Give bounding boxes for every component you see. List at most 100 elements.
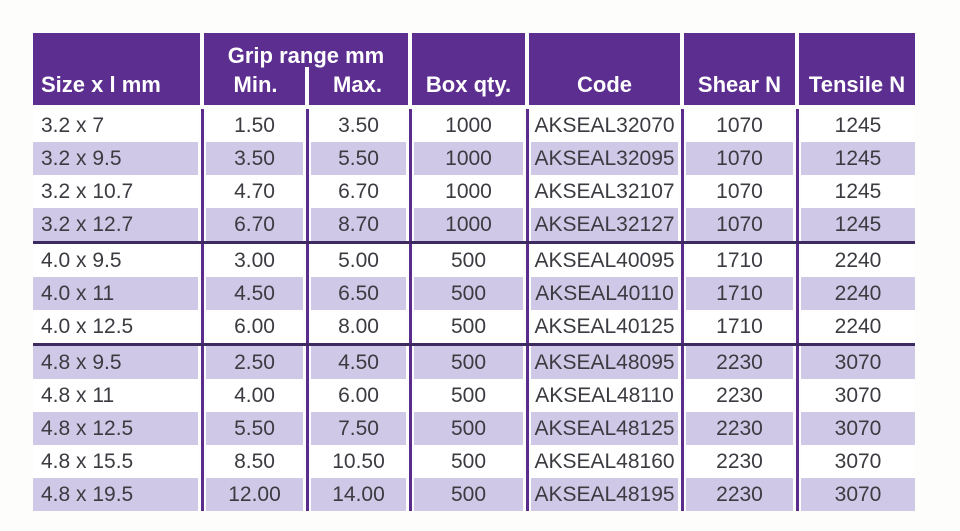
cell-tensile: 1245 <box>801 109 915 142</box>
cell-tensile: 3070 <box>801 412 915 445</box>
cell-shear: 1070 <box>686 208 793 241</box>
cell-shear: 1710 <box>686 277 793 310</box>
cell-shear: 2230 <box>686 379 793 412</box>
cell-size: 4.0 x 11 <box>33 277 198 310</box>
table-body: 3.2 x 7 1.50 3.50 1000 AKSEAL32070 1070 1245 3.… <box>33 109 915 511</box>
cell-grip-min: 8.50 <box>206 445 303 478</box>
cell-grip-max: 6.50 <box>311 277 406 310</box>
group-separator <box>33 343 915 346</box>
cell-grip-min: 3.00 <box>206 244 303 277</box>
header-tensile: Tensile N <box>799 33 915 105</box>
cell-shear: 1710 <box>686 310 793 343</box>
cell-tensile: 1245 <box>801 208 915 241</box>
header-grip-range: Grip range mm Min. Max. <box>204 33 408 105</box>
cell-box-qty: 1000 <box>414 142 523 175</box>
column-line <box>409 109 412 511</box>
header-tensile-label: Tensile N <box>808 72 906 97</box>
cell-code: AKSEAL48125 <box>531 412 678 445</box>
cell-box-qty: 500 <box>414 478 523 511</box>
header-shear: Shear N <box>684 33 795 105</box>
cell-grip-max: 7.50 <box>311 412 406 445</box>
cell-size: 3.2 x 12.7 <box>33 208 198 241</box>
header-grip-max-label: Max. <box>333 72 382 97</box>
cell-tensile: 2240 <box>801 277 915 310</box>
cell-tensile: 2240 <box>801 244 915 277</box>
cell-size: 4.8 x 11 <box>33 379 198 412</box>
cell-size: 4.8 x 12.5 <box>33 412 198 445</box>
cell-grip-max: 5.50 <box>311 142 406 175</box>
cell-box-qty: 500 <box>414 244 523 277</box>
cell-box-qty: 1000 <box>414 175 523 208</box>
cell-tensile: 3070 <box>801 379 915 412</box>
cell-shear: 2230 <box>686 478 793 511</box>
cell-grip-max: 5.00 <box>311 244 406 277</box>
header-size: Size x l mm <box>33 33 200 105</box>
cell-code: AKSEAL40125 <box>531 310 678 343</box>
header-grip-subrow: Min. Max. <box>204 69 408 105</box>
cell-code: AKSEAL40110 <box>531 277 678 310</box>
cell-grip-max: 14.00 <box>311 478 406 511</box>
table-row: 4.8 x 9.5 2.50 4.50 500 AKSEAL48095 2230 3070 <box>33 346 915 379</box>
table-row: 3.2 x 10.7 4.70 6.70 1000 AKSEAL32107 1070 124… <box>33 175 915 208</box>
cell-grip-min: 1.50 <box>206 109 303 142</box>
table-row: 3.2 x 7 1.50 3.50 1000 AKSEAL32070 1070 1245 <box>33 109 915 142</box>
cell-grip-max: 6.70 <box>311 175 406 208</box>
column-line <box>526 109 529 511</box>
cell-box-qty: 500 <box>414 277 523 310</box>
cell-code: AKSEAL48110 <box>531 379 678 412</box>
cell-grip-max: 4.50 <box>311 346 406 379</box>
cell-tensile: 2240 <box>801 310 915 343</box>
cell-box-qty: 500 <box>414 310 523 343</box>
column-line <box>306 109 309 511</box>
cell-grip-max: 8.70 <box>311 208 406 241</box>
cell-tensile: 3070 <box>801 478 915 511</box>
cell-size: 4.0 x 9.5 <box>33 244 198 277</box>
cell-size: 4.0 x 12.5 <box>33 310 198 343</box>
cell-code: AKSEAL32095 <box>531 142 678 175</box>
cell-size: 3.2 x 10.7 <box>33 175 198 208</box>
table-row: 3.2 x 12.7 6.70 8.70 1000 AKSEAL32127 1070 124… <box>33 208 915 241</box>
header-grip-min-label: Min. <box>233 72 278 97</box>
header-code: Code <box>529 33 680 105</box>
table-row: 4.8 x 12.5 5.50 7.50 500 AKSEAL48125 2230 3070 <box>33 412 915 445</box>
cell-box-qty: 1000 <box>414 109 523 142</box>
cell-code: AKSEAL32070 <box>531 109 678 142</box>
header-box-qty: Box qty. <box>412 33 525 105</box>
cell-box-qty: 500 <box>414 445 523 478</box>
cell-grip-min: 5.50 <box>206 412 303 445</box>
cell-shear: 1070 <box>686 142 793 175</box>
cell-shear: 2230 <box>686 346 793 379</box>
cell-box-qty: 500 <box>414 346 523 379</box>
column-line <box>201 109 204 511</box>
column-line <box>796 109 799 511</box>
cell-box-qty: 500 <box>414 412 523 445</box>
cell-box-qty: 1000 <box>414 208 523 241</box>
cell-grip-max: 3.50 <box>311 109 406 142</box>
table-row: 4.0 x 11 4.50 6.50 500 AKSEAL40110 1710 2240 <box>33 277 915 310</box>
cell-code: AKSEAL32127 <box>531 208 678 241</box>
cell-size: 4.8 x 15.5 <box>33 445 198 478</box>
cell-grip-min: 12.00 <box>206 478 303 511</box>
header-shear-label: Shear N <box>697 72 782 97</box>
column-line <box>681 109 684 511</box>
cell-grip-min: 4.50 <box>206 277 303 310</box>
min-max-divider <box>305 67 309 105</box>
table-row: 4.8 x 11 4.00 6.00 500 AKSEAL48110 2230 3070 <box>33 379 915 412</box>
cell-grip-max: 6.00 <box>311 379 406 412</box>
table-row: 4.8 x 15.5 8.50 10.50 500 AKSEAL48160 2230 307… <box>33 445 915 478</box>
group-separator <box>33 241 915 244</box>
cell-tensile: 3070 <box>801 445 915 478</box>
cell-size: 3.2 x 7 <box>33 109 198 142</box>
rivet-spec-table: Size x l mm Grip range mm Min. Max. Box … <box>33 33 915 511</box>
header-code-label: Code <box>577 72 632 97</box>
cell-shear: 2230 <box>686 445 793 478</box>
table-row: 4.0 x 9.5 3.00 5.00 500 AKSEAL40095 1710 2240 <box>33 244 915 277</box>
cell-tensile: 1245 <box>801 142 915 175</box>
cell-tensile: 1245 <box>801 175 915 208</box>
table-header: Size x l mm Grip range mm Min. Max. Box … <box>33 33 915 105</box>
table-row: 4.8 x 19.5 12.00 14.00 500 AKSEAL48195 2230 30… <box>33 478 915 511</box>
cell-grip-min: 6.00 <box>206 310 303 343</box>
cell-grip-min: 3.50 <box>206 142 303 175</box>
cell-code: AKSEAL48160 <box>531 445 678 478</box>
